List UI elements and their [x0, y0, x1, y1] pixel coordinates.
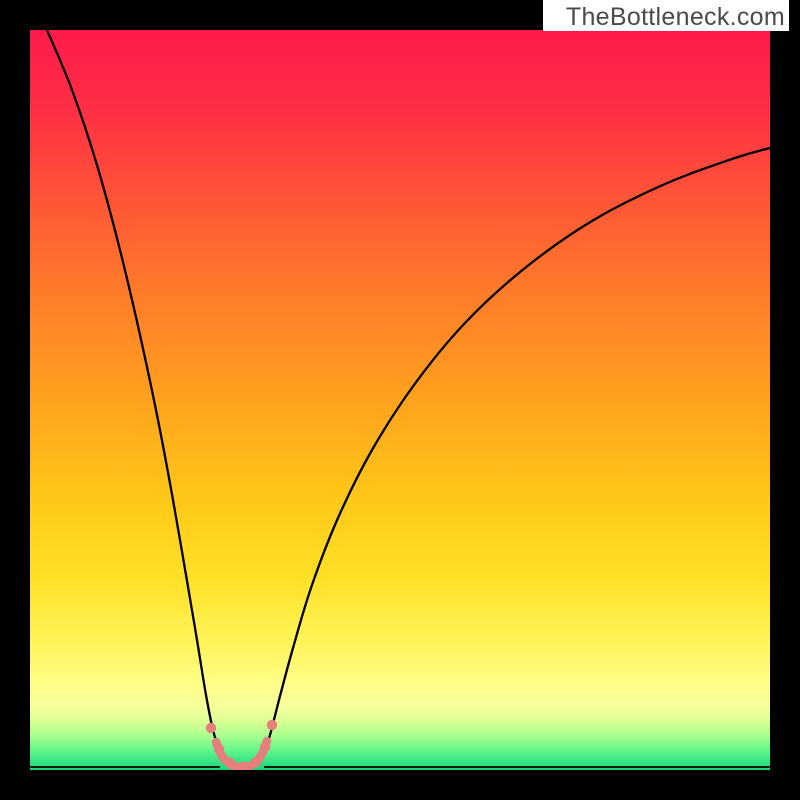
plot-area — [30, 30, 770, 770]
watermark-label: TheBottleneck.com — [566, 3, 785, 32]
